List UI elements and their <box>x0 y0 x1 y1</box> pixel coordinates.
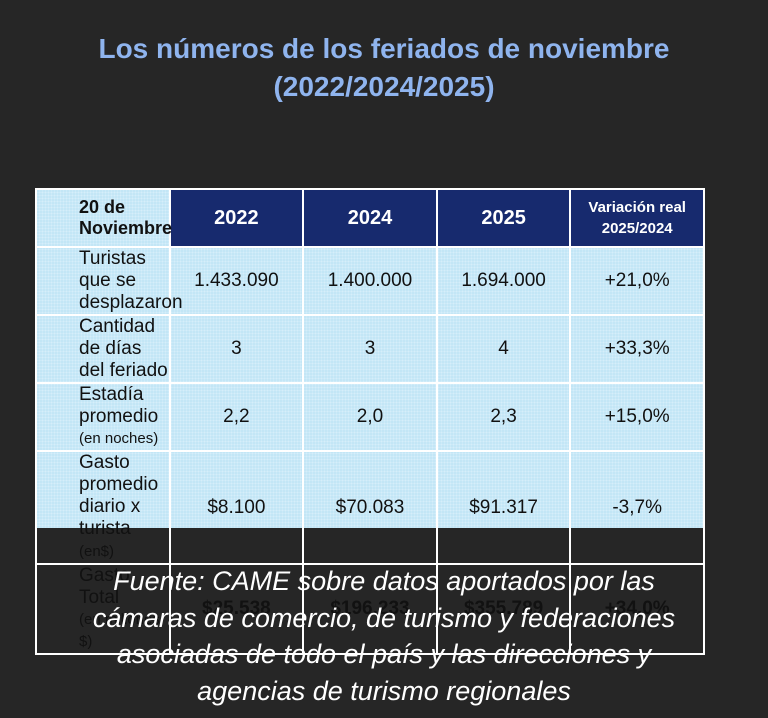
cell: +15,0% <box>569 382 705 452</box>
row-label: Gasto promedio diario x turista (en$) <box>35 450 171 565</box>
row-label: Estadía promedio (en noches) <box>35 382 171 452</box>
label-sub: (en$) <box>79 543 115 560</box>
table-row: Gasto promedio diario x turista (en$) $8.… <box>35 450 705 565</box>
footer-line: asociadas de todo el país y las direccio… <box>116 639 652 669</box>
footer-line: agencias de turismo regionales <box>197 675 571 706</box>
table-card: 20 de Noviembre 2022 2024 2025 Variación rea… <box>35 188 705 655</box>
label-main: Turistas que se desplazaron <box>79 248 183 313</box>
title-line: (2022/2024/2025) <box>273 71 495 102</box>
label-main: Gasto promedio diario x turista <box>79 452 159 539</box>
footer-line: Fuente: CAME sobre datos aportados por l… <box>113 566 655 596</box>
cell: -3,7% <box>569 450 705 565</box>
cell: 1.433.090 <box>168 246 305 316</box>
table: 20 de Noviembre 2022 2024 2025 Variación rea… <box>35 188 705 655</box>
row-label: Turistas que se desplazaron <box>35 246 183 316</box>
title-line: Los números de los feriados de noviembre <box>98 33 670 64</box>
column-header: 2024 <box>302 188 438 248</box>
column-header: 2022 <box>168 188 305 248</box>
label-main: Gasto Total <box>79 565 130 608</box>
column-header: 20 de Noviembre <box>35 188 172 248</box>
cell: 2,0 <box>302 382 438 452</box>
table-row: Gasto Total (en millones $) $25.538 $196.2… <box>35 563 705 655</box>
table-row: Cantidad de días del feriado 3 3 4 +33,3% <box>35 314 705 384</box>
column-header: 2025 <box>435 188 572 248</box>
label-sub: (en millones $) <box>79 611 160 650</box>
cell: $8.100 <box>168 450 305 565</box>
table-row: Turistas que se desplazaron 1.433.090 1.40… <box>35 246 705 316</box>
cell: +21,0% <box>569 246 705 316</box>
label-main: Cantidad de días del feriado <box>79 316 168 381</box>
header-line: Variación real <box>588 199 686 216</box>
cell: +34,0% <box>569 563 705 655</box>
cell: $70.083 <box>302 450 438 565</box>
footer-line: cámaras de comercio, de turismo y federa… <box>92 602 676 633</box>
header-line: 2025/2024 <box>601 220 673 237</box>
footer: Fuente: CAME sobre datos aportados por l… <box>0 563 768 709</box>
cell: 3 <box>168 314 305 384</box>
title: Los números de los feriados de noviembre… <box>0 30 768 106</box>
label-main: Estadía promedio <box>79 384 159 427</box>
table-row: Estadía promedio (en noches) 2,2 2,0 2,3 +15… <box>35 382 705 452</box>
cell: 1.694.000 <box>435 246 572 316</box>
cell: 3 <box>302 314 438 384</box>
cell: $91.317 <box>435 450 572 565</box>
column-header: Variación real 2025/2024 <box>569 188 705 248</box>
cell: $196.233 <box>302 563 438 655</box>
cell: 2,3 <box>435 382 572 452</box>
header-row: 20 de Noviembre 2022 2024 2025 Variación rea… <box>35 188 705 248</box>
cell: +33,3% <box>569 314 705 384</box>
cell: $355.789 <box>435 563 572 655</box>
cell: 4 <box>435 314 572 384</box>
cell: 1.400.000 <box>302 246 438 316</box>
cell: 2,2 <box>168 382 305 452</box>
row-label: Cantidad de días del feriado <box>35 314 171 384</box>
cell: $25.538 <box>168 563 305 655</box>
row-label: Gasto Total (en millones $) <box>35 563 171 655</box>
label-sub: (en noches) <box>79 430 159 447</box>
